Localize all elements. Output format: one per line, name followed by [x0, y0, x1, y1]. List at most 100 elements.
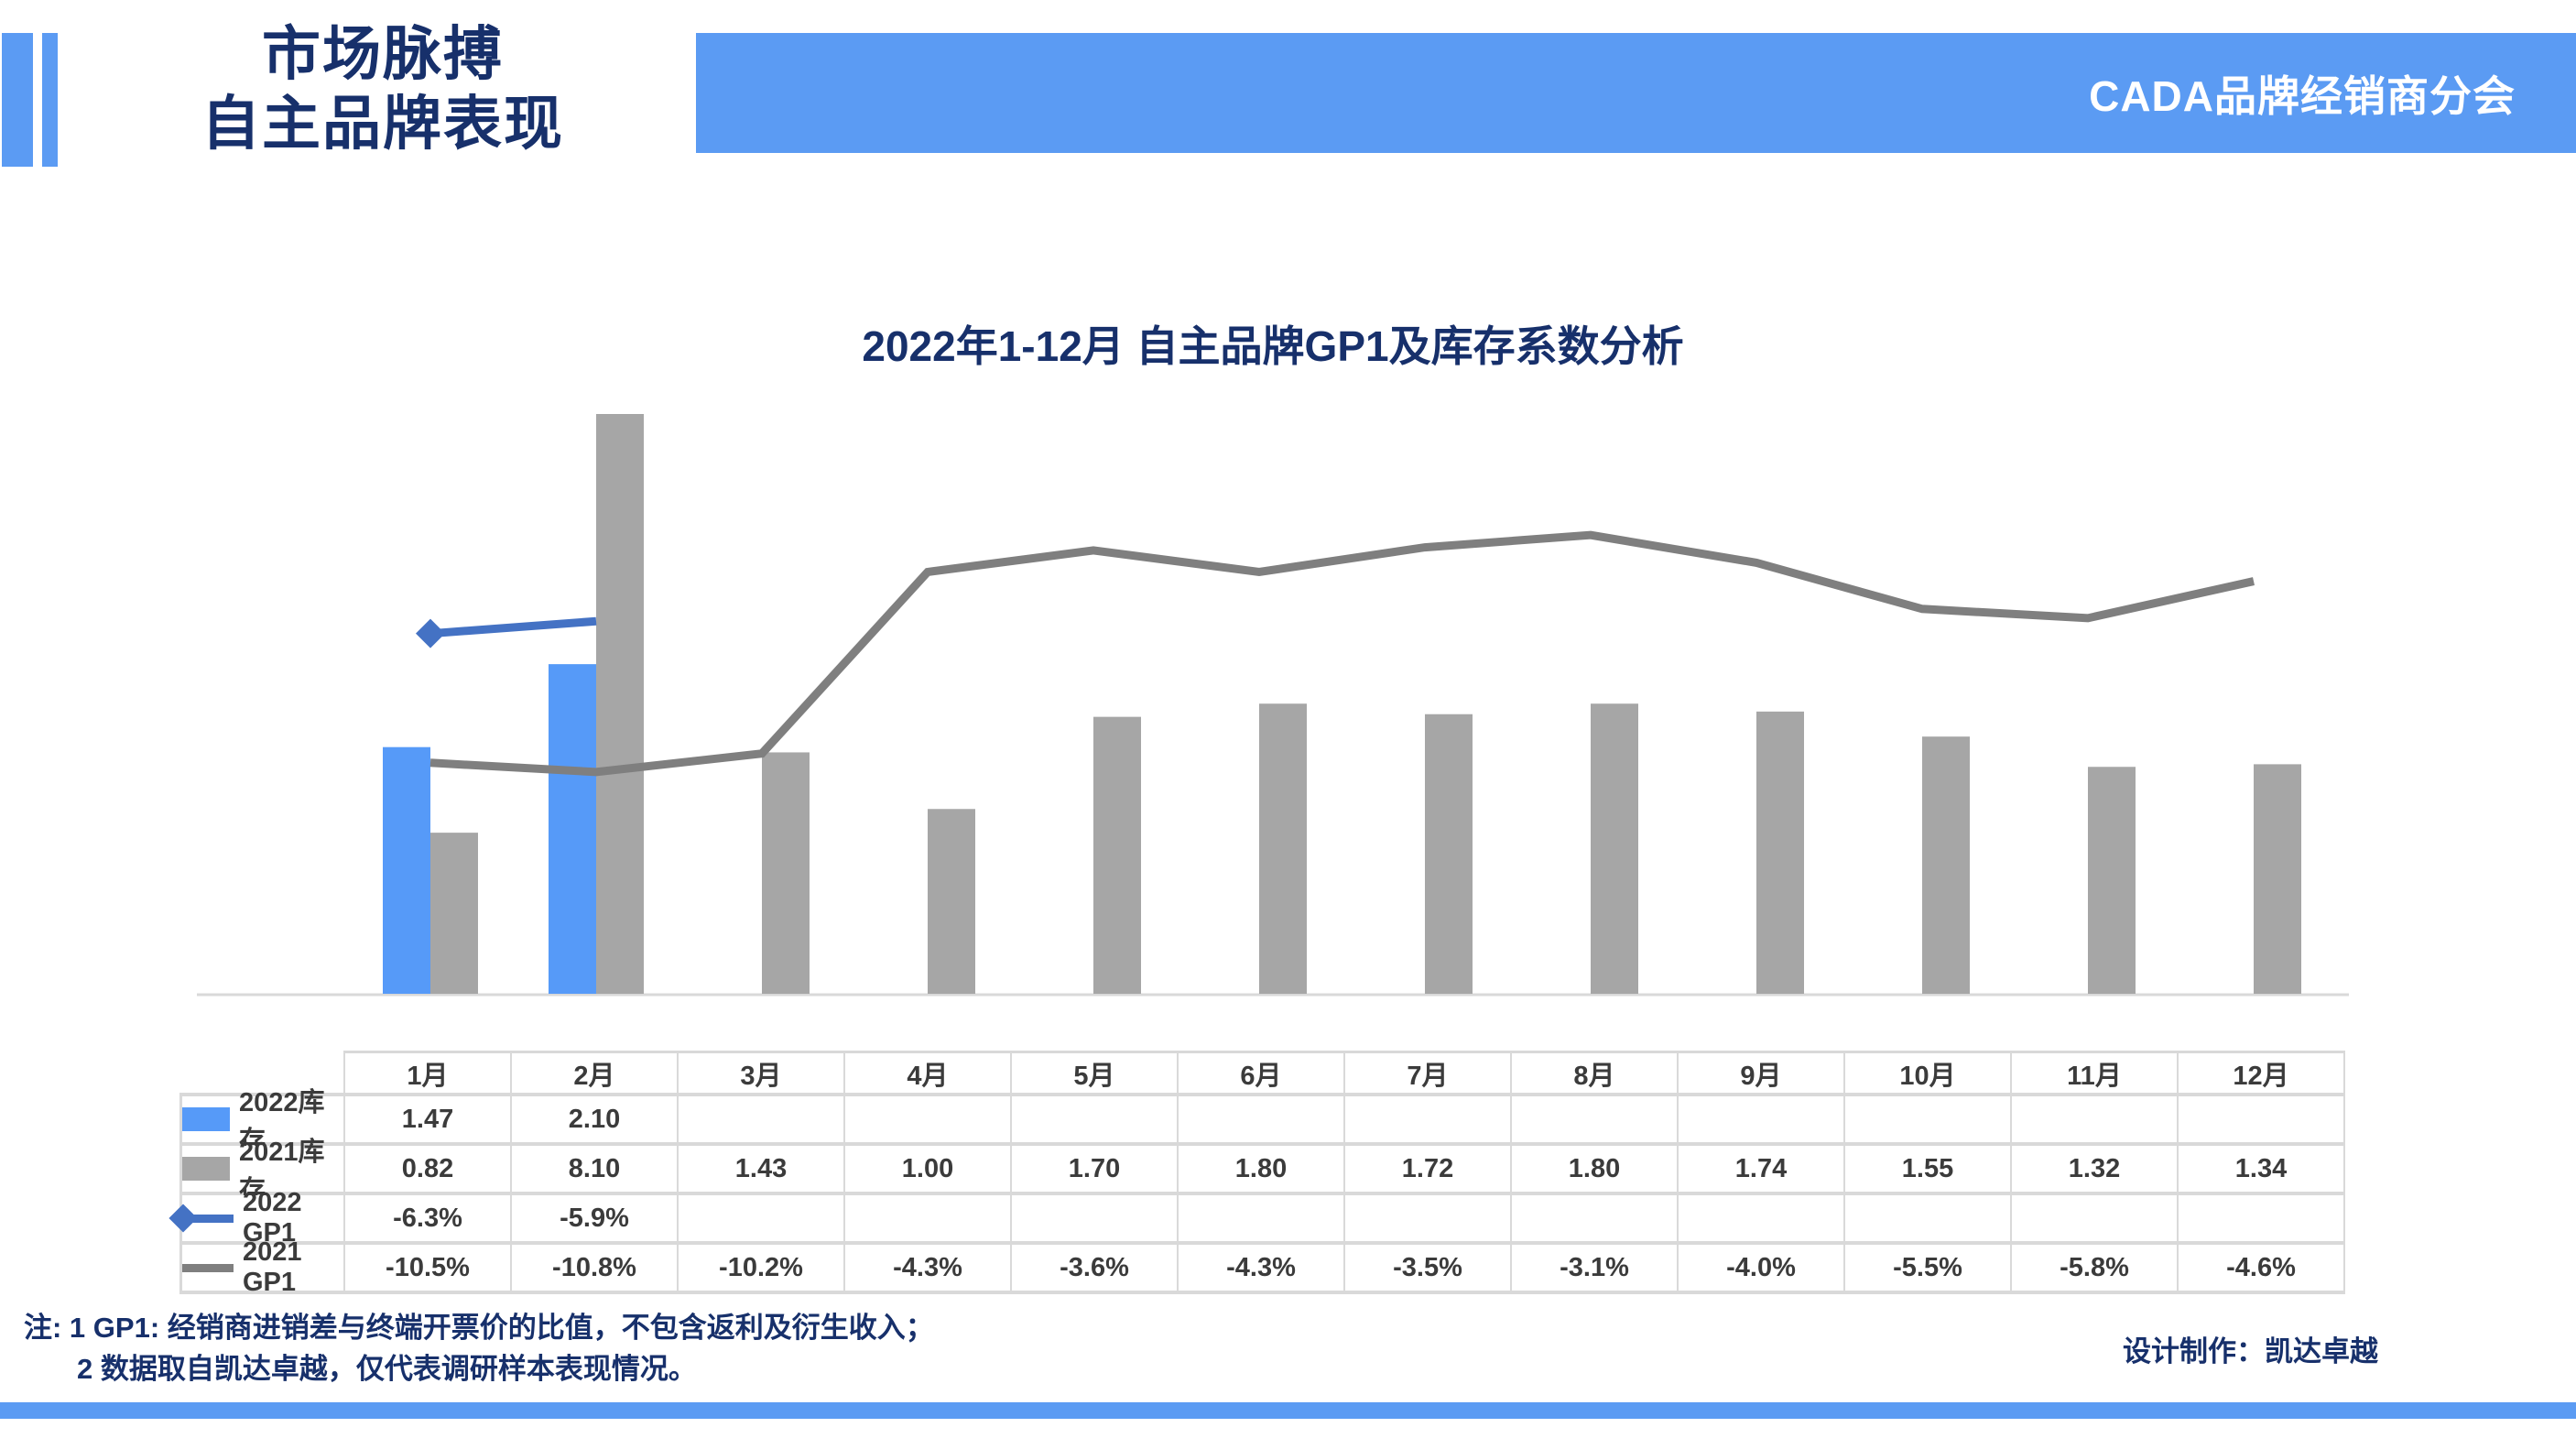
table-value-cell-r2-c7: 1.72 — [1345, 1146, 1512, 1195]
legend-line-swatch-icon — [168, 1203, 234, 1233]
table-value-cell-r3-c9 — [1679, 1195, 1845, 1245]
table-value-cell-r3-c2: -5.9% — [512, 1195, 679, 1245]
table-value-cell-r2-c1: 0.82 — [345, 1146, 512, 1195]
month-header-cell-9: 9月 — [1679, 1051, 1845, 1096]
bar-2021-inventory-m12 — [2254, 764, 2301, 994]
table-value-cell-r4-c7: -3.5% — [1345, 1245, 1512, 1294]
table-value-cell-r1-c2: 2.10 — [512, 1096, 679, 1146]
bar-2021-inventory-m5 — [1093, 716, 1141, 994]
left-accent-bar-1 — [2, 33, 33, 167]
legend-bar-swatch-icon — [182, 1157, 230, 1181]
data-table: 1月 2月 3月 4月 5月 6月 7月 8月 9月 10月 11月 12月 2022库存 1.47 2.1… — [168, 1051, 2345, 1297]
table-value-cell-r1-c9 — [1679, 1096, 1845, 1146]
table-value-cell-r1-c4 — [845, 1096, 1012, 1146]
cada-badge-label: CADA品牌经销商分会 — [2089, 71, 2516, 120]
table-value-cell-r1-c10 — [1845, 1096, 2012, 1146]
page-title-line-1: 市场脉搏 — [262, 21, 504, 87]
table-value-cell-r1-c11 — [2012, 1096, 2179, 1146]
table-value-cell-r2-c3: 1.43 — [679, 1146, 845, 1195]
month-header-cell-6: 6月 — [1179, 1051, 1345, 1096]
row-label: 2021 GP1 — [243, 1237, 302, 1297]
gp1-line-2021 — [429, 530, 2255, 777]
bar-2021-inventory-m11 — [2088, 767, 2136, 994]
bar-2021-inventory-m6 — [1259, 703, 1307, 994]
table-value-cell-r2-c12: 1.34 — [2179, 1146, 2345, 1195]
table-value-cell-r2-c8: 1.80 — [1512, 1146, 1679, 1195]
table-value-cell-r3-c10 — [1845, 1195, 2012, 1245]
table-value-cell-r4-c12: -4.6% — [2179, 1245, 2345, 1294]
month-header-cell-4: 4月 — [845, 1051, 1012, 1096]
month-header-cell-1: 1月 — [345, 1051, 512, 1096]
month-header-cell-11: 11月 — [2012, 1051, 2179, 1096]
table-value-cell-r2-c6: 1.80 — [1179, 1146, 1345, 1195]
table-value-cell-r2-c9: 1.74 — [1679, 1146, 1845, 1195]
bar-2021-inventory-m9 — [1756, 711, 1804, 994]
table-value-cell-r4-c3: -10.2% — [679, 1245, 845, 1294]
row-label-cell: 2021 GP1 — [179, 1237, 345, 1297]
table-value-cell-r2-c10: 1.55 — [1845, 1146, 2012, 1195]
table-value-cell-r3-c8 — [1512, 1195, 1679, 1245]
left-accent-bar-2 — [42, 33, 58, 167]
gp1-line-2022 — [429, 616, 597, 638]
legend-bar-swatch-icon — [182, 1107, 230, 1131]
chart-title: 2022年1-12月 自主品牌GP1及库存系数分析 — [862, 322, 1684, 370]
month-header-cell-8: 8月 — [1512, 1051, 1679, 1096]
bottom-accent-strip — [0, 1402, 2576, 1419]
bar-2021-inventory-m10 — [1922, 736, 1970, 994]
table-value-cell-r4-c2: -10.8% — [512, 1245, 679, 1294]
table-value-cell-r3-c3 — [679, 1195, 845, 1245]
table-value-cell-r3-c11 — [2012, 1195, 2179, 1245]
month-header-cell-10: 10月 — [1845, 1051, 2012, 1096]
table-value-cell-r1-c7 — [1345, 1096, 1512, 1146]
table-value-cell-r3-c6 — [1179, 1195, 1345, 1245]
bar-2021-inventory-m4 — [928, 809, 975, 994]
row-label-cell: 2022库存 — [179, 1088, 345, 1156]
month-header-cell-5: 5月 — [1012, 1051, 1179, 1096]
table-value-cell-r2-c5: 1.70 — [1012, 1146, 1179, 1195]
table-value-cell-r4-c8: -3.1% — [1512, 1245, 1679, 1294]
row-label: 2022 GP1 — [243, 1188, 302, 1247]
table-value-cell-r3-c7 — [1345, 1195, 1512, 1245]
table-value-cell-r1-c12 — [2179, 1096, 2345, 1146]
table-value-cell-r1-c8 — [1512, 1096, 1679, 1146]
table-value-cell-r3-c1: -6.3% — [345, 1195, 512, 1245]
table-value-cell-r1-c1: 1.47 — [345, 1096, 512, 1146]
footnote-line-1: 注: 1 GP1: 经销商进销差与终端开票价的比值，不包含返利及衍生收入； — [24, 1312, 934, 1344]
table-value-cell-r3-c5 — [1012, 1195, 1179, 1245]
page-title-line-2: 自主品牌表现 — [201, 90, 564, 157]
table-value-cell-r1-c6 — [1179, 1096, 1345, 1146]
row-label-cell: 2022 GP1 — [168, 1188, 345, 1247]
diamond-marker-icon — [416, 618, 445, 648]
bar-2021-inventory-m1 — [430, 833, 478, 994]
table-value-cell-r4-c10: -5.5% — [1845, 1245, 2012, 1294]
footnote-line-2: 2 数据取自凯达卓越，仅代表调研样本表现情况。 — [77, 1352, 697, 1385]
table-value-cell-r3-c12 — [2179, 1195, 2345, 1245]
header-band: CADA品牌经销商分会 — [696, 33, 2576, 153]
bar-2021-inventory-m2 — [596, 414, 644, 994]
bar-2021-inventory-m3 — [762, 752, 810, 994]
month-header-cell-12: 12月 — [2179, 1051, 2345, 1096]
table-value-cell-r2-c11: 1.32 — [2012, 1146, 2179, 1195]
bar-2021-inventory-m8 — [1591, 703, 1638, 994]
bar-2022-inventory-m2 — [549, 664, 596, 994]
table-value-cell-r4-c1: -10.5% — [345, 1245, 512, 1294]
table-value-cell-r4-c11: -5.8% — [2012, 1245, 2179, 1294]
month-header-cell-2: 2月 — [512, 1051, 679, 1096]
bar-2022-inventory-m1 — [383, 746, 430, 994]
legend-line-swatch-icon — [182, 1263, 234, 1272]
table-value-cell-r4-c9: -4.0% — [1679, 1245, 1845, 1294]
credit-label: 设计制作：凯达卓越 — [2123, 1335, 2378, 1367]
bar-2021-inventory-m7 — [1425, 714, 1473, 994]
footnotes: 注: 1 GP1: 经销商进销差与终端开票价的比值，不包含返利及衍生收入； 2 … — [24, 1308, 934, 1390]
table-value-cell-r4-c4: -4.3% — [845, 1245, 1012, 1294]
table-value-cell-r1-c3 — [679, 1096, 845, 1146]
page-title: 市场脉搏 自主品牌表现 — [81, 20, 685, 158]
table-value-cell-r2-c4: 1.00 — [845, 1146, 1012, 1195]
month-header-cell-7: 7月 — [1345, 1051, 1512, 1096]
table-value-cell-r3-c4 — [845, 1195, 1012, 1245]
table-value-cell-r2-c2: 8.10 — [512, 1146, 679, 1195]
table-value-cell-r1-c5 — [1012, 1096, 1179, 1146]
month-header-cell-3: 3月 — [679, 1051, 845, 1096]
